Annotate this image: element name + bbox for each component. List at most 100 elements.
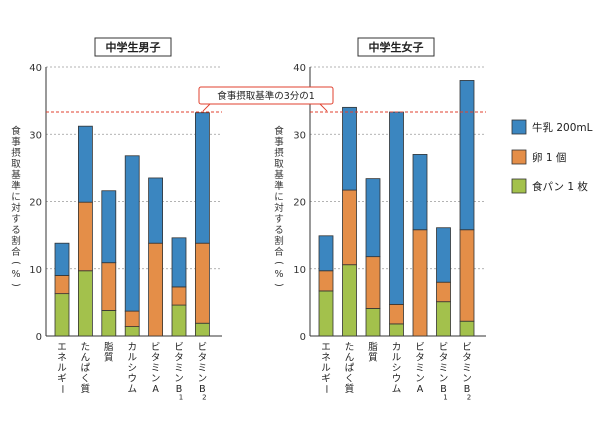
chart-title: 中学生男子 <box>106 40 161 54</box>
y-tick-label: 10 <box>293 265 306 276</box>
bar-segment-bread <box>459 320 475 337</box>
x-tick-label: 脂質 <box>368 341 378 364</box>
x-tick-char: タ <box>174 353 184 364</box>
x-tick-char: カ <box>127 342 137 353</box>
bar-segment-bread <box>101 310 117 337</box>
x-tick-char: た <box>345 342 355 353</box>
x-tick-char: ミ <box>415 363 425 374</box>
y-tick-label: 20 <box>29 198 42 209</box>
x-tick-char: ウ <box>392 374 402 385</box>
x-tick-char: A <box>417 384 424 395</box>
bar-segment-egg <box>194 242 210 324</box>
x-tick-char: ミ <box>174 363 184 374</box>
bar-segment-bread <box>365 308 381 337</box>
y-axis-label-char: 摂 <box>274 147 284 159</box>
y-axis-label-char: % <box>274 269 283 280</box>
x-tick-char: ん <box>81 353 91 364</box>
legend-label: 食パン 1 枚 <box>532 180 588 193</box>
y-axis-label-char: ) <box>10 283 21 287</box>
x-tick-char: 脂 <box>104 341 114 353</box>
reference-line-group: 食事摂取基準の3分の1 <box>46 86 486 113</box>
bar-segment-egg <box>101 262 117 311</box>
x-tick-char: 脂 <box>368 341 378 353</box>
x-tick-char: ム <box>127 384 137 395</box>
x-tick-char: タ <box>462 353 472 364</box>
y-tick-label: 30 <box>29 130 42 141</box>
bar-segment-egg <box>124 310 140 327</box>
x-tick-char: ウ <box>127 374 137 385</box>
bar-segment-milk <box>124 155 140 312</box>
bar-segment-egg <box>436 281 451 303</box>
reference-callout-box <box>198 86 334 105</box>
x-tick-char: ぱ <box>81 363 91 374</box>
bar-segment-egg <box>171 286 187 306</box>
y-axis-label-char: 割 <box>274 235 284 247</box>
chart-title: 中学生女子 <box>369 40 424 54</box>
bar-segment-bread <box>389 323 404 337</box>
x-tick-char: ギ <box>321 374 331 385</box>
y-axis-label-char: 対 <box>11 202 21 214</box>
x-tick-char: ネ <box>321 353 331 364</box>
y-axis-label-char: す <box>11 214 21 225</box>
bar-segment-bread <box>78 270 93 337</box>
x-tick-char: 1 <box>179 394 183 402</box>
x-tick-char: ビ <box>415 342 425 353</box>
x-tick-char: B <box>440 384 447 395</box>
bar-segment-bread <box>171 304 187 337</box>
y-axis-label-char: る <box>11 225 21 236</box>
chart-title-box <box>357 37 435 57</box>
y-tick-label: 20 <box>293 198 306 209</box>
x-tick-label: 脂質 <box>104 341 114 364</box>
bar-segment-milk <box>389 111 404 305</box>
x-tick-char: ネ <box>57 353 67 364</box>
bar-segment-egg <box>342 189 357 266</box>
bar-segment-bread <box>342 264 357 337</box>
y-axis-label-char: 取 <box>11 159 21 170</box>
bar-segment-bread <box>194 322 210 337</box>
y-tick-label: 10 <box>29 265 42 276</box>
y-tick-label: 30 <box>293 130 306 141</box>
x-tick-char: ル <box>127 353 137 364</box>
bar-segment-egg <box>365 256 381 309</box>
x-tick-char: A <box>152 384 159 395</box>
x-tick-char: 2 <box>202 394 206 402</box>
x-tick-char: 2 <box>467 394 471 402</box>
x-tick-char: ギ <box>57 374 67 385</box>
legend-swatch <box>511 149 527 165</box>
y-axis-label-char: % <box>11 269 20 280</box>
x-tick-char: ー <box>320 384 331 394</box>
reference-line-label: 食事摂取基準の3分の1 <box>217 90 315 102</box>
x-tick-char: ミ <box>462 363 472 374</box>
bar-segment-milk <box>436 227 451 283</box>
y-axis-label-char: 食 <box>274 125 284 137</box>
y-axis-label-char: す <box>274 214 284 225</box>
x-tick-char: タ <box>151 353 161 364</box>
y-axis-label-char: 基 <box>11 169 21 181</box>
legend-swatch <box>511 119 527 135</box>
bar-segment-milk <box>171 237 187 288</box>
bar-segment-milk <box>342 106 357 191</box>
y-axis-label-char: 取 <box>274 159 284 170</box>
chart-panel-girls: 中学生女子010203040食事摂取基準に対する割合(%)エネルギーたんぱく質脂… <box>273 37 486 402</box>
x-tick-char: 質 <box>104 352 114 364</box>
x-tick-char: ム <box>392 384 402 395</box>
bar-segment-egg <box>54 275 70 295</box>
bar-segment-egg <box>148 242 164 337</box>
x-tick-char: ン <box>198 374 208 385</box>
bar-segment-milk <box>365 178 381 258</box>
y-axis-label-char: ( <box>10 261 21 265</box>
x-tick-char: 質 <box>81 383 91 395</box>
y-axis-label-char: 対 <box>274 202 284 214</box>
y-axis-label-char: 基 <box>274 169 284 181</box>
x-tick-char: ミ <box>151 363 161 374</box>
x-tick-char: B <box>176 384 183 395</box>
x-tick-char: ビ <box>151 342 161 353</box>
bar-segment-milk <box>101 190 117 264</box>
